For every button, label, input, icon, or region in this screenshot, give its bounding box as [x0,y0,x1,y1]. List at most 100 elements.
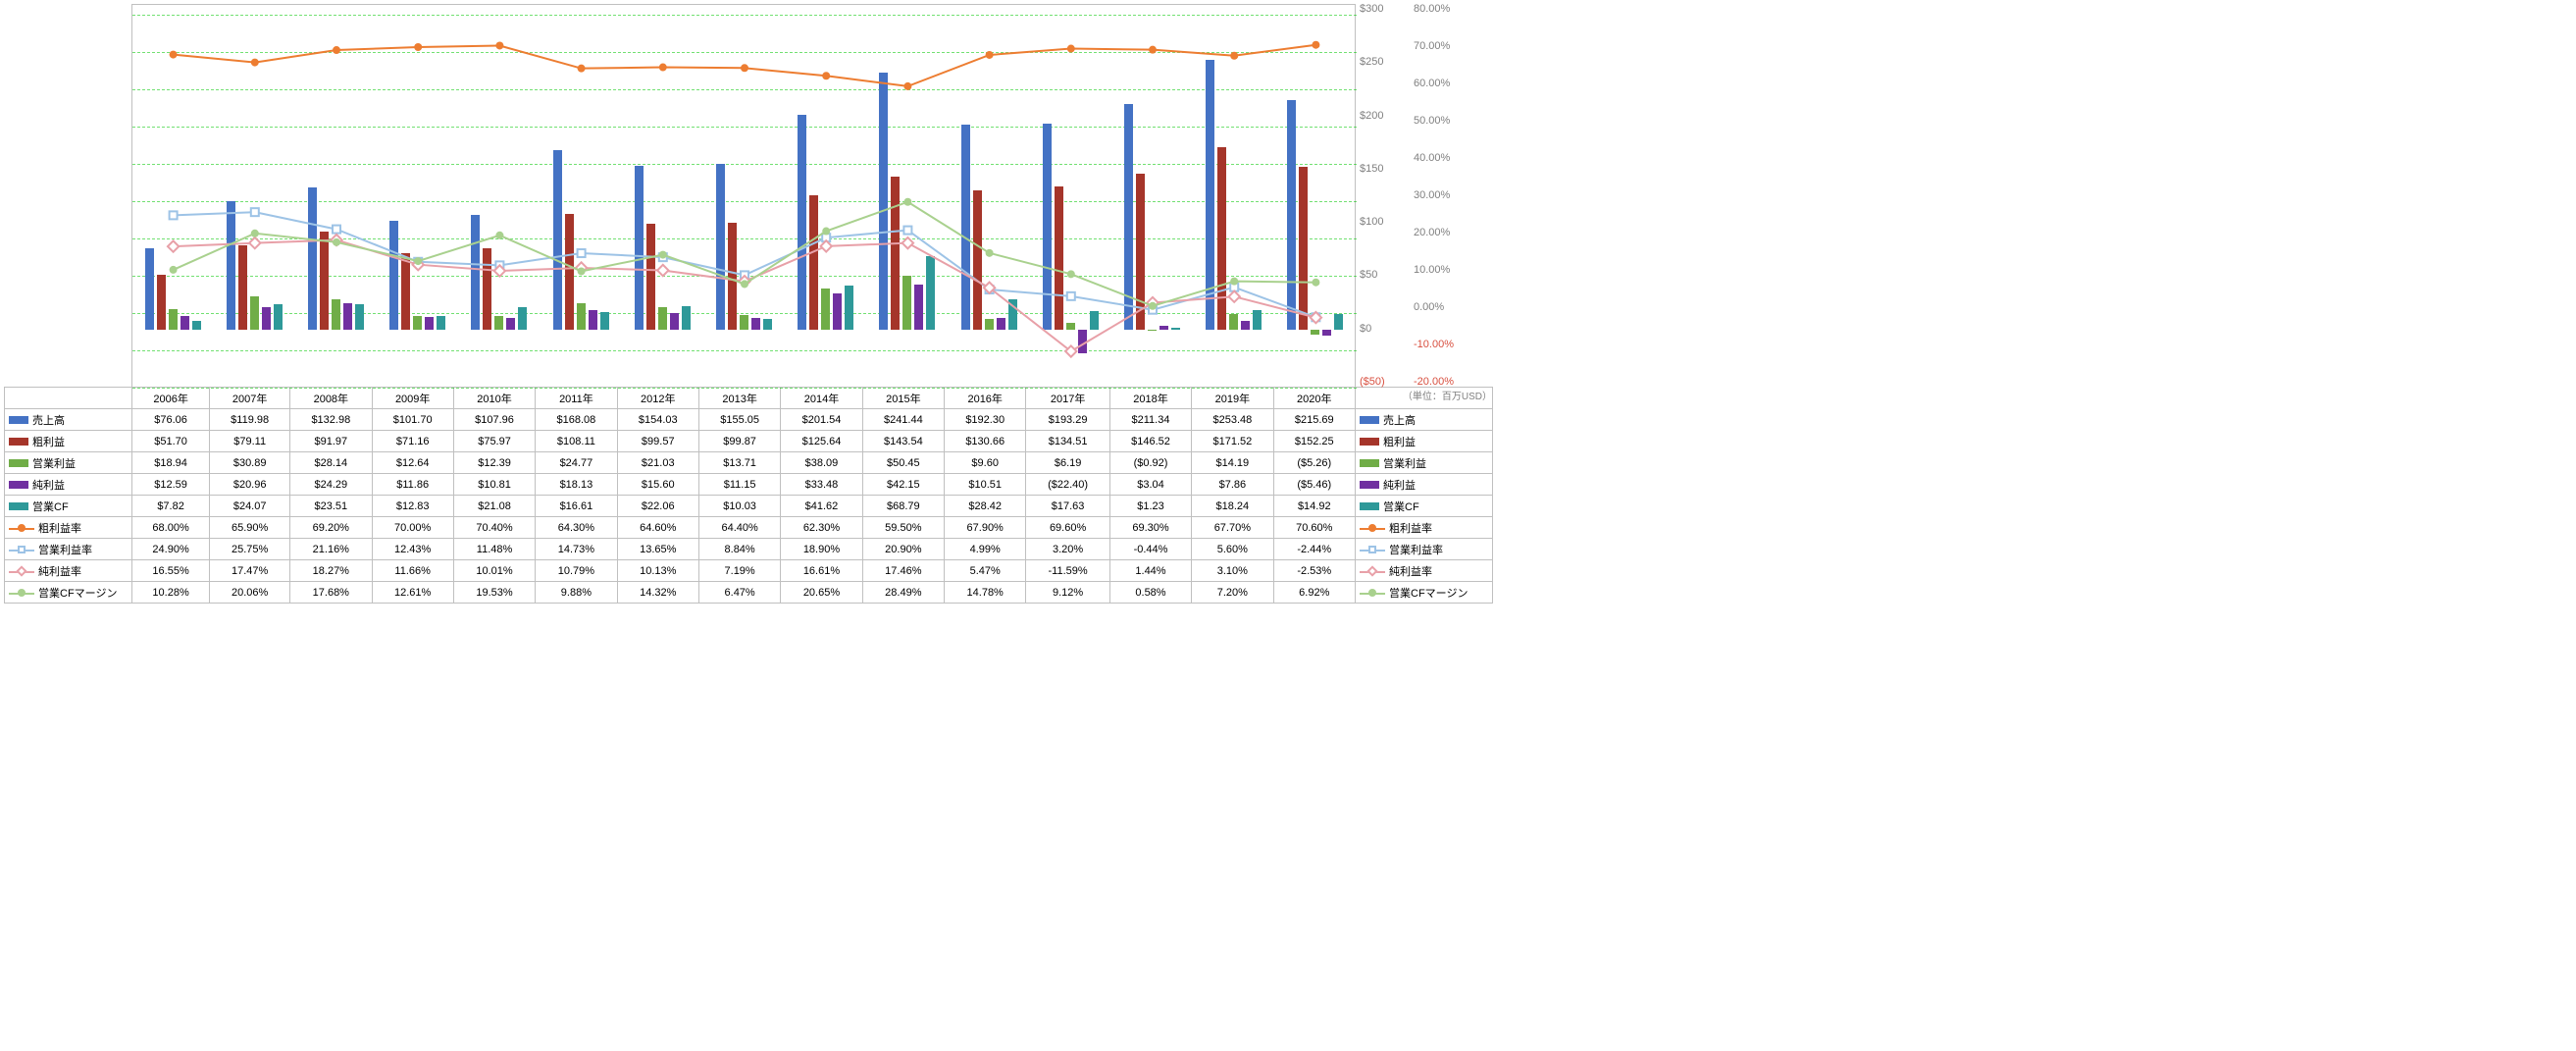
cell: $20.96 [210,474,290,496]
marker-gmargin [822,72,830,79]
cell: $21.03 [617,452,698,474]
cell: 3.10% [1192,560,1273,582]
cell: 5.47% [945,560,1026,582]
cell: $75.97 [453,431,535,452]
col-header: 2015年 [862,388,944,409]
y-axis-usd: ($50)$0$50$100$150$200$250$300 [1360,5,1409,387]
cell: $68.79 [862,496,944,517]
cell: $3.04 [1109,474,1191,496]
cell: $17.63 [1026,496,1109,517]
cell: ($0.92) [1109,452,1191,474]
cell: $16.61 [536,496,617,517]
cell: 7.20% [1192,582,1273,604]
marker-gmargin [659,64,667,72]
cell: 19.53% [453,582,535,604]
cell: $99.87 [698,431,780,452]
marker-cfmargin [1149,302,1157,310]
cell: 18.90% [781,539,862,560]
cell: $33.48 [781,474,862,496]
cell: $134.51 [1026,431,1109,452]
cell: $155.05 [698,409,780,431]
cell: $101.70 [372,409,453,431]
cell: $152.25 [1273,431,1355,452]
col-header: 2009年 [372,388,453,409]
cell: 69.60% [1026,517,1109,539]
cell: 16.61% [781,560,862,582]
cell: 4.99% [945,539,1026,560]
cell: $119.98 [210,409,290,431]
marker-netmargin [902,237,913,248]
cell: $28.14 [290,452,372,474]
line-opmargin [174,212,1316,317]
cell: 10.01% [453,560,535,582]
cell: $253.48 [1192,409,1273,431]
cell: $7.86 [1192,474,1273,496]
row-header-netmargin: 純利益率 [5,560,132,582]
col-header: 2014年 [781,388,862,409]
cell: 12.43% [372,539,453,560]
cell: 11.48% [453,539,535,560]
cell: -2.53% [1273,560,1355,582]
marker-gmargin [1230,52,1238,60]
marker-gmargin [1312,41,1319,49]
cell: 18.27% [290,560,372,582]
cell: 65.90% [210,517,290,539]
row-header-gross: 粗利益 [5,431,132,452]
marker-cfmargin [578,267,586,275]
cell: 9.12% [1026,582,1109,604]
cell: $171.52 [1192,431,1273,452]
cell: $24.29 [290,474,372,496]
cell: -2.44% [1273,539,1355,560]
cell: 21.16% [290,539,372,560]
marker-gmargin [578,65,586,73]
cell: $193.29 [1026,409,1109,431]
cell: $42.15 [862,474,944,496]
cell: 6.92% [1273,582,1355,604]
cell: $143.54 [862,431,944,452]
cell: 70.00% [372,517,453,539]
cell: $12.39 [453,452,535,474]
cell: $51.70 [132,431,210,452]
cell: 64.60% [617,517,698,539]
row-header-netinc: 純利益 [5,474,132,496]
cell: $10.51 [945,474,1026,496]
cell: 64.30% [536,517,617,539]
chart-container: ($50)$0$50$100$150$200$250$300 -20.00%-1… [4,4,1493,604]
cell: 20.65% [781,582,862,604]
cell: 67.70% [1192,517,1273,539]
marker-gmargin [251,59,259,67]
marker-gmargin [170,51,178,59]
cell: 24.90% [132,539,210,560]
col-header: 2008年 [290,388,372,409]
cell: $125.64 [781,431,862,452]
col-header: 2011年 [536,388,617,409]
cell: 8.84% [698,539,780,560]
cell: $38.09 [781,452,862,474]
cell: $201.54 [781,409,862,431]
cell: $14.19 [1192,452,1273,474]
cell: $13.71 [698,452,780,474]
cell: 64.40% [698,517,780,539]
cell: 5.60% [1192,539,1273,560]
marker-gmargin [1067,45,1075,53]
cell: $18.24 [1192,496,1273,517]
y-axis-pct: -20.00%-10.00%0.00%10.00%20.00%30.00%40.… [1414,5,1492,387]
cell: $146.52 [1109,431,1191,452]
cell: $21.08 [453,496,535,517]
cell: $79.11 [210,431,290,452]
cell: $24.07 [210,496,290,517]
cell: $132.98 [290,409,372,431]
cell: 10.28% [132,582,210,604]
cell: 3.20% [1026,539,1109,560]
cell: 7.19% [698,560,780,582]
cell: 14.73% [536,539,617,560]
legend-opinc: 営業利益 [1356,452,1493,474]
cell: $107.96 [453,409,535,431]
cell: $22.06 [617,496,698,517]
cell: $15.60 [617,474,698,496]
cell: 25.75% [210,539,290,560]
cell: $215.69 [1273,409,1355,431]
marker-netmargin [657,265,668,276]
unit-note: （単位：百万USD） [1403,388,1492,402]
marker-cfmargin [1312,279,1319,287]
